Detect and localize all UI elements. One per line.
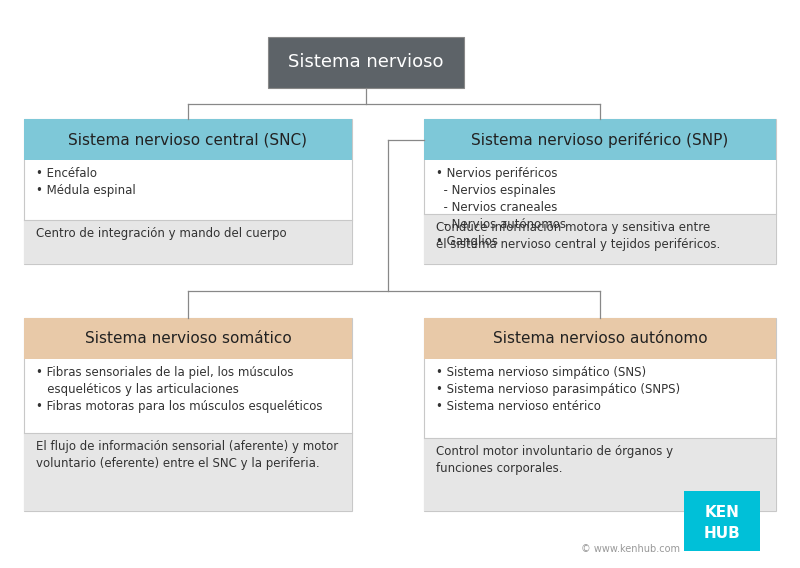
FancyBboxPatch shape (24, 119, 352, 160)
Text: El flujo de información sensorial (aferente) y motor
voluntario (eferente) entre: El flujo de información sensorial (afere… (36, 440, 338, 470)
FancyBboxPatch shape (424, 214, 776, 264)
FancyBboxPatch shape (24, 119, 352, 264)
FancyBboxPatch shape (424, 318, 776, 511)
Text: Centro de integración y mando del cuerpo: Centro de integración y mando del cuerpo (36, 227, 286, 240)
Text: Sistema nervioso periférico (SNP): Sistema nervioso periférico (SNP) (471, 132, 729, 148)
Text: • Fibras sensoriales de la piel, los músculos
   esqueléticos y las articulacion: • Fibras sensoriales de la piel, los mús… (36, 366, 322, 413)
FancyBboxPatch shape (684, 491, 760, 551)
FancyBboxPatch shape (24, 433, 352, 511)
Text: • Encéfalo
• Médula espinal: • Encéfalo • Médula espinal (36, 167, 136, 197)
Text: • Nervios periféricos
  - Nervios espinales
  - Nervios craneales
  - Nervios au: • Nervios periféricos - Nervios espinale… (436, 167, 566, 248)
Text: HUB: HUB (704, 525, 740, 541)
Text: KEN: KEN (705, 505, 739, 520)
Text: © www.kenhub.com: © www.kenhub.com (581, 544, 680, 554)
FancyBboxPatch shape (424, 119, 776, 160)
FancyBboxPatch shape (268, 37, 464, 88)
Text: Control motor involuntario de órganos y
funciones corporales.: Control motor involuntario de órganos y … (436, 445, 673, 475)
FancyBboxPatch shape (424, 318, 776, 359)
Text: Sistema nervioso autónomo: Sistema nervioso autónomo (493, 331, 707, 346)
FancyBboxPatch shape (424, 119, 776, 264)
FancyBboxPatch shape (24, 318, 352, 511)
FancyBboxPatch shape (24, 318, 352, 359)
Text: Sistema nervioso: Sistema nervioso (288, 53, 444, 72)
Text: • Sistema nervioso simpático (SNS)
• Sistema nervioso parasimpático (SNPS)
• Sis: • Sistema nervioso simpático (SNS) • Sis… (436, 366, 680, 413)
Text: Sistema nervioso central (SNC): Sistema nervioso central (SNC) (69, 132, 307, 147)
Text: Sistema nervioso somático: Sistema nervioso somático (85, 331, 291, 346)
FancyBboxPatch shape (424, 438, 776, 511)
Text: Conduce información motora y sensitiva entre
el sistema nervioso central y tejid: Conduce información motora y sensitiva e… (436, 221, 720, 251)
FancyBboxPatch shape (24, 220, 352, 264)
